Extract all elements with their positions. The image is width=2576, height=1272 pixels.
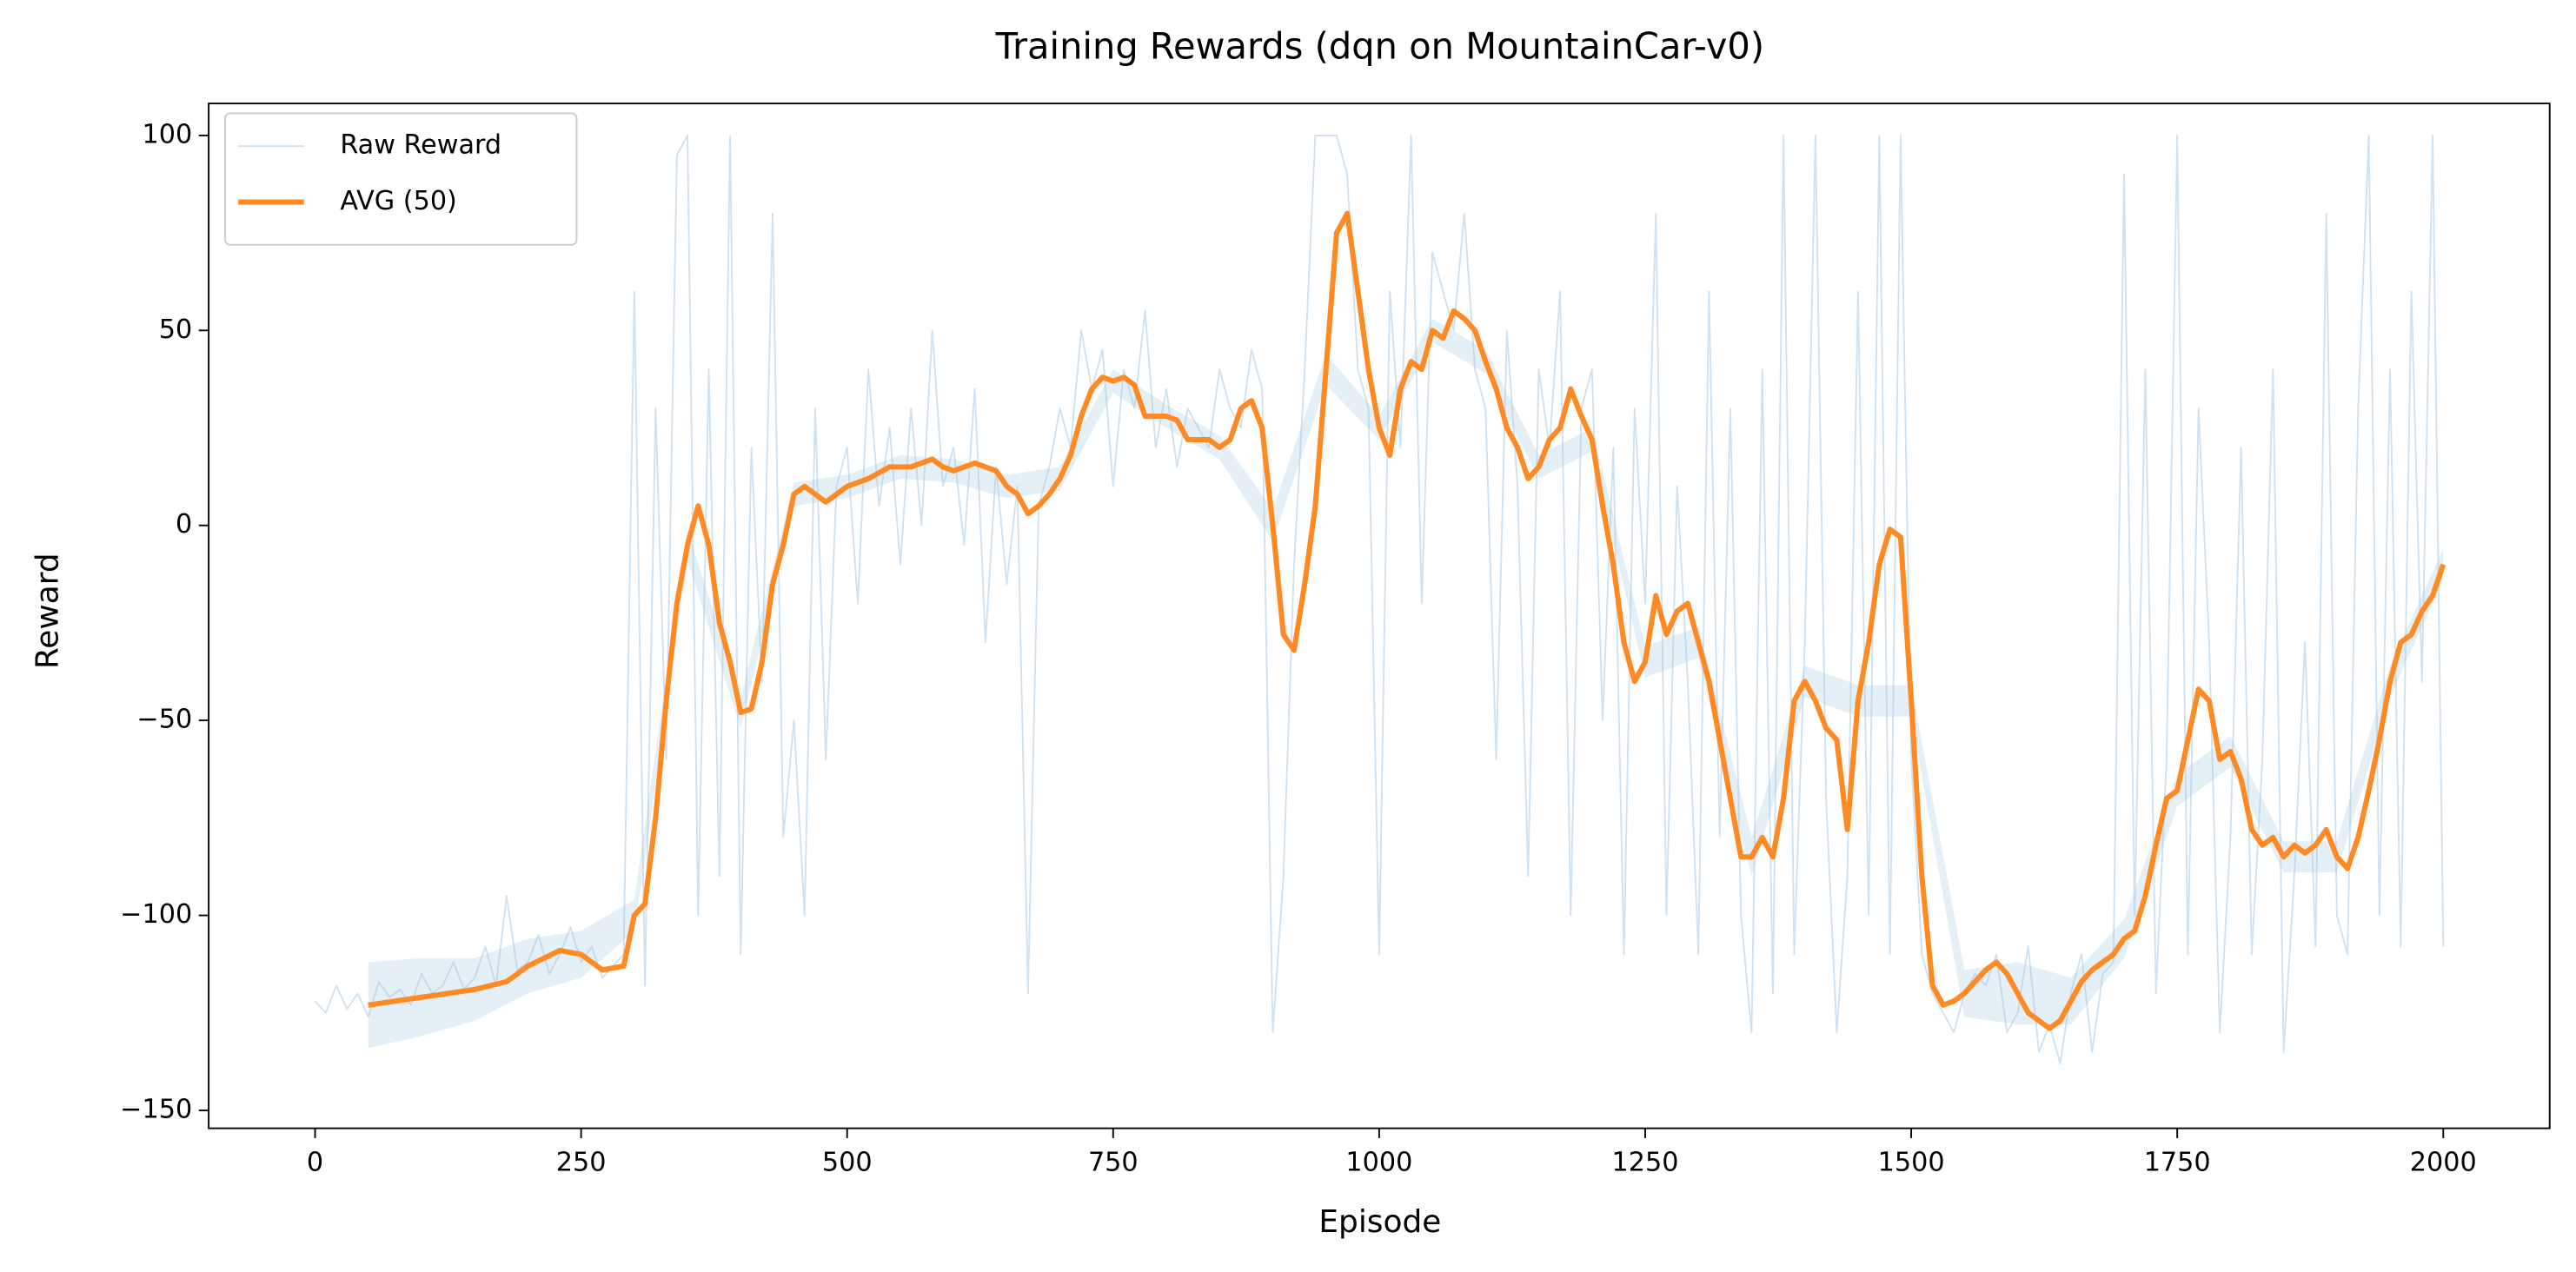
- legend-label: Raw Reward: [340, 130, 501, 161]
- x-axis-label: Episode: [1318, 1204, 1441, 1240]
- std-band: [368, 318, 2444, 1049]
- y-tick-label: 50: [159, 315, 192, 345]
- x-tick-label: 250: [556, 1148, 607, 1178]
- x-tick-label: 1250: [1612, 1148, 1679, 1178]
- x-tick-label: 1500: [1878, 1148, 1945, 1178]
- y-tick-label: −50: [136, 705, 192, 735]
- y-tick-label: 0: [176, 509, 192, 540]
- x-tick-label: 2000: [2410, 1148, 2477, 1178]
- x-tick-label: 1000: [1345, 1148, 1412, 1178]
- x-tick-label: 0: [307, 1148, 323, 1178]
- y-axis-label: Reward: [30, 553, 66, 669]
- y-tick-label: −100: [120, 899, 192, 930]
- series-line: [314, 134, 2445, 1065]
- y-tick-label: 100: [142, 119, 192, 149]
- series-line: [368, 210, 2447, 1031]
- x-tick-label: 1750: [2144, 1148, 2211, 1178]
- chart-title: Training Rewards (dqn on MountainCar-v0): [995, 25, 1764, 68]
- x-tick-label: 750: [1088, 1148, 1139, 1178]
- y-tick-label: −150: [120, 1094, 192, 1124]
- x-tick-label: 500: [822, 1148, 873, 1178]
- legend-box: [224, 112, 578, 246]
- legend-label: AVG (50): [340, 186, 457, 216]
- plot-area: [314, 134, 2447, 1065]
